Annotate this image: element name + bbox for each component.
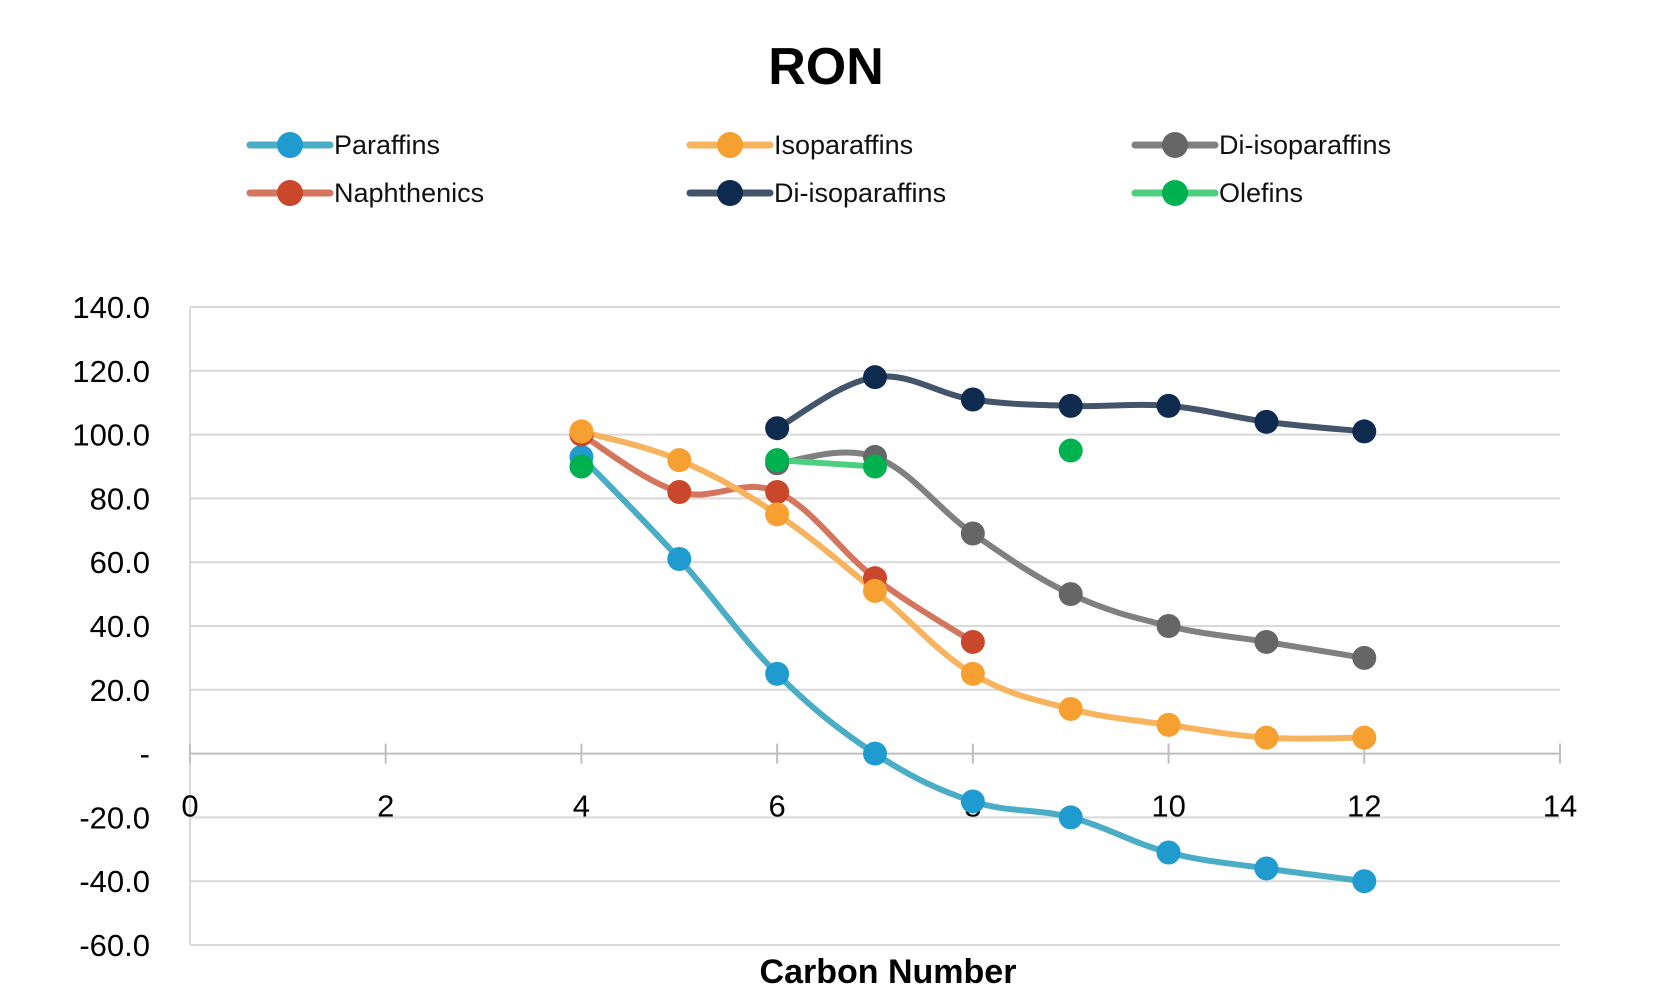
series-line-isoparaffins (578, 428, 1368, 742)
data-point-paraffins (1058, 805, 1083, 830)
data-point-paraffins (667, 547, 692, 572)
data-point-di-isoparaffins (960, 521, 985, 546)
data-point-paraffins (1254, 856, 1279, 881)
data-point-naphthenics (960, 629, 985, 654)
x-axis-title: Carbon Number (760, 953, 1017, 991)
data-point-paraffins (1156, 840, 1181, 865)
series-line-di-isoparaffins (774, 449, 1368, 661)
legend-label-naphthenics: Naphthenics (334, 178, 484, 208)
y-tick-label: - (140, 737, 150, 772)
y-axis-ticks: 140.0 120.0 100.0 80.0 60.0 40.0 20.0 - -20.0 -40… (72, 290, 150, 963)
x-tick-label: 0 (181, 789, 198, 824)
gridlines (190, 306, 1560, 946)
x-tick-label: 6 (769, 789, 786, 824)
data-point-paraffins (765, 661, 790, 686)
y-tick-label: 40.0 (90, 609, 150, 644)
x-tick-label: 4 (573, 789, 590, 824)
legend-label-olefins: Olefins (1219, 178, 1303, 208)
data-point-di-isoparaffins (863, 365, 887, 390)
data-point-olefins (765, 448, 790, 473)
legend-marker-isoparaffins (717, 132, 743, 158)
y-tick-label: 120.0 (72, 354, 150, 389)
data-point-olefins (863, 454, 887, 479)
data-point-isoparaffins (1156, 712, 1181, 737)
data-point-di-isoparaffins (960, 387, 985, 412)
data-point-isoparaffins (569, 419, 594, 444)
data-point-di-isoparaffins (1352, 645, 1377, 670)
data-point-di-isoparaffins (1156, 393, 1181, 418)
data-point-isoparaffins (863, 578, 887, 603)
data-point-olefins (569, 454, 594, 479)
data-point-isoparaffins (1254, 725, 1279, 750)
legend-marker-olefins (1162, 180, 1188, 206)
x-tick-label: 2 (377, 789, 394, 824)
legend-label-isoparaffins: Isoparaffins (774, 130, 913, 160)
legend: Paraffins Isoparaffins Di-isoparaffins Naph… (246, 130, 1391, 208)
x-tick-label: 10 (1151, 789, 1185, 824)
data-point-isoparaffins (667, 448, 692, 473)
legend-marker-di-isoparaffins (717, 180, 743, 206)
data-point-di-isoparaffins (1058, 393, 1083, 418)
data-point-paraffins (960, 789, 985, 814)
legend-label-paraffins: Paraffins (334, 130, 440, 160)
legend-label-di-isoparaffins: Di-isoparaffins (774, 178, 946, 208)
data-point-paraffins (863, 741, 887, 766)
legend-marker-paraffins (277, 132, 303, 158)
series-markers (569, 365, 1377, 894)
y-tick-label: 20.0 (90, 673, 150, 708)
data-point-di-isoparaffins (1254, 409, 1279, 434)
data-point-isoparaffins (1352, 725, 1377, 750)
data-point-olefins (1058, 438, 1083, 463)
series-line-paraffins (578, 453, 1368, 885)
data-point-isoparaffins (765, 502, 790, 527)
data-point-di-isoparaffins (1058, 582, 1083, 607)
y-tick-label: -20.0 (79, 800, 150, 835)
data-point-naphthenics (765, 480, 790, 505)
legend-marker-naphthenics (277, 180, 303, 206)
y-tick-label: 140.0 (72, 290, 150, 325)
y-tick-label: 80.0 (90, 481, 150, 516)
y-tick-label: 60.0 (90, 545, 150, 580)
data-point-paraffins (1352, 869, 1377, 894)
data-point-isoparaffins (960, 661, 985, 686)
chart-title: RON (768, 38, 884, 96)
x-tick-label: 14 (1543, 789, 1577, 824)
data-point-di-isoparaffins (765, 416, 790, 441)
data-point-di-isoparaffins (1156, 614, 1181, 638)
legend-marker-di-isoparaffins (1162, 132, 1188, 158)
y-tick-label: -40.0 (79, 864, 150, 899)
legend-label-di-isoparaffins: Di-isoparaffins (1219, 130, 1391, 160)
y-tick-label: 100.0 (72, 418, 150, 453)
data-point-di-isoparaffins (1254, 629, 1279, 654)
y-tick-label: -60.0 (79, 928, 150, 963)
x-tick-label: 12 (1347, 789, 1381, 824)
data-point-di-isoparaffins (1352, 419, 1377, 444)
series-line-olefins (774, 457, 878, 470)
data-point-isoparaffins (1058, 696, 1083, 721)
data-point-naphthenics (667, 480, 692, 505)
